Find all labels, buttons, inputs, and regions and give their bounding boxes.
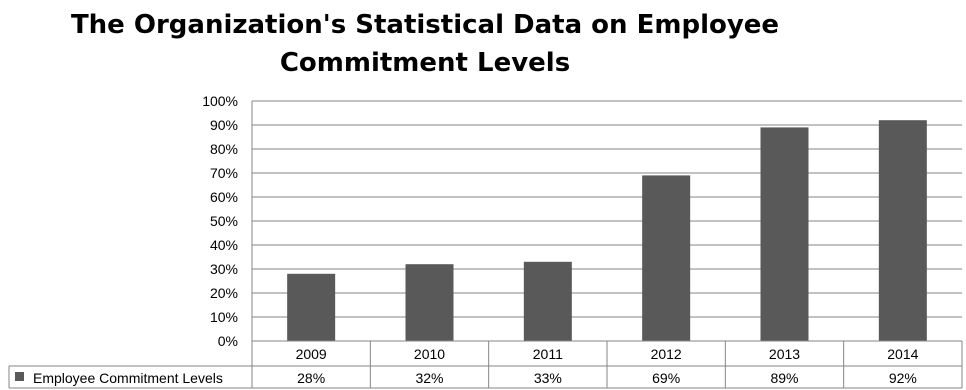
y-tick-label: 10% <box>210 309 238 325</box>
y-tick-label: 50% <box>210 213 238 229</box>
data-label: 69% <box>652 370 680 386</box>
chart-title: The Organization's Statistical Data on E… <box>0 6 850 82</box>
y-tick-label: 100% <box>202 93 238 109</box>
data-label: 89% <box>770 370 798 386</box>
y-tick-label: 20% <box>210 285 238 301</box>
x-tick-label: 2012 <box>651 346 682 362</box>
y-tick-label: 70% <box>210 165 238 181</box>
data-label: 28% <box>297 370 325 386</box>
y-tick-label: 80% <box>210 141 238 157</box>
chart-title-line-2: Commitment Levels <box>279 48 571 78</box>
x-tick-label: 2009 <box>296 346 327 362</box>
bar <box>523 261 572 341</box>
y-tick-label: 90% <box>210 117 238 133</box>
y-tick-label: 0% <box>218 333 238 349</box>
x-tick-label: 2010 <box>414 346 445 362</box>
data-label: 32% <box>415 370 443 386</box>
bar <box>287 273 336 341</box>
legend-label: Employee Commitment Levels <box>33 370 223 386</box>
x-tick-label: 2014 <box>887 346 918 362</box>
data-label: 33% <box>534 370 562 386</box>
chart-title-line-1: The Organization's Statistical Data on E… <box>70 10 780 40</box>
bar <box>642 175 691 341</box>
legend-swatch <box>15 372 24 381</box>
bar <box>760 127 809 342</box>
y-tick-label: 60% <box>210 189 238 205</box>
x-tick-label: 2011 <box>533 346 563 362</box>
x-tick-label: 2013 <box>769 346 800 362</box>
y-tick-label: 30% <box>210 261 238 277</box>
data-label: 92% <box>889 370 917 386</box>
bar <box>878 120 927 341</box>
y-tick-label: 40% <box>210 237 238 253</box>
bar <box>405 264 454 341</box>
